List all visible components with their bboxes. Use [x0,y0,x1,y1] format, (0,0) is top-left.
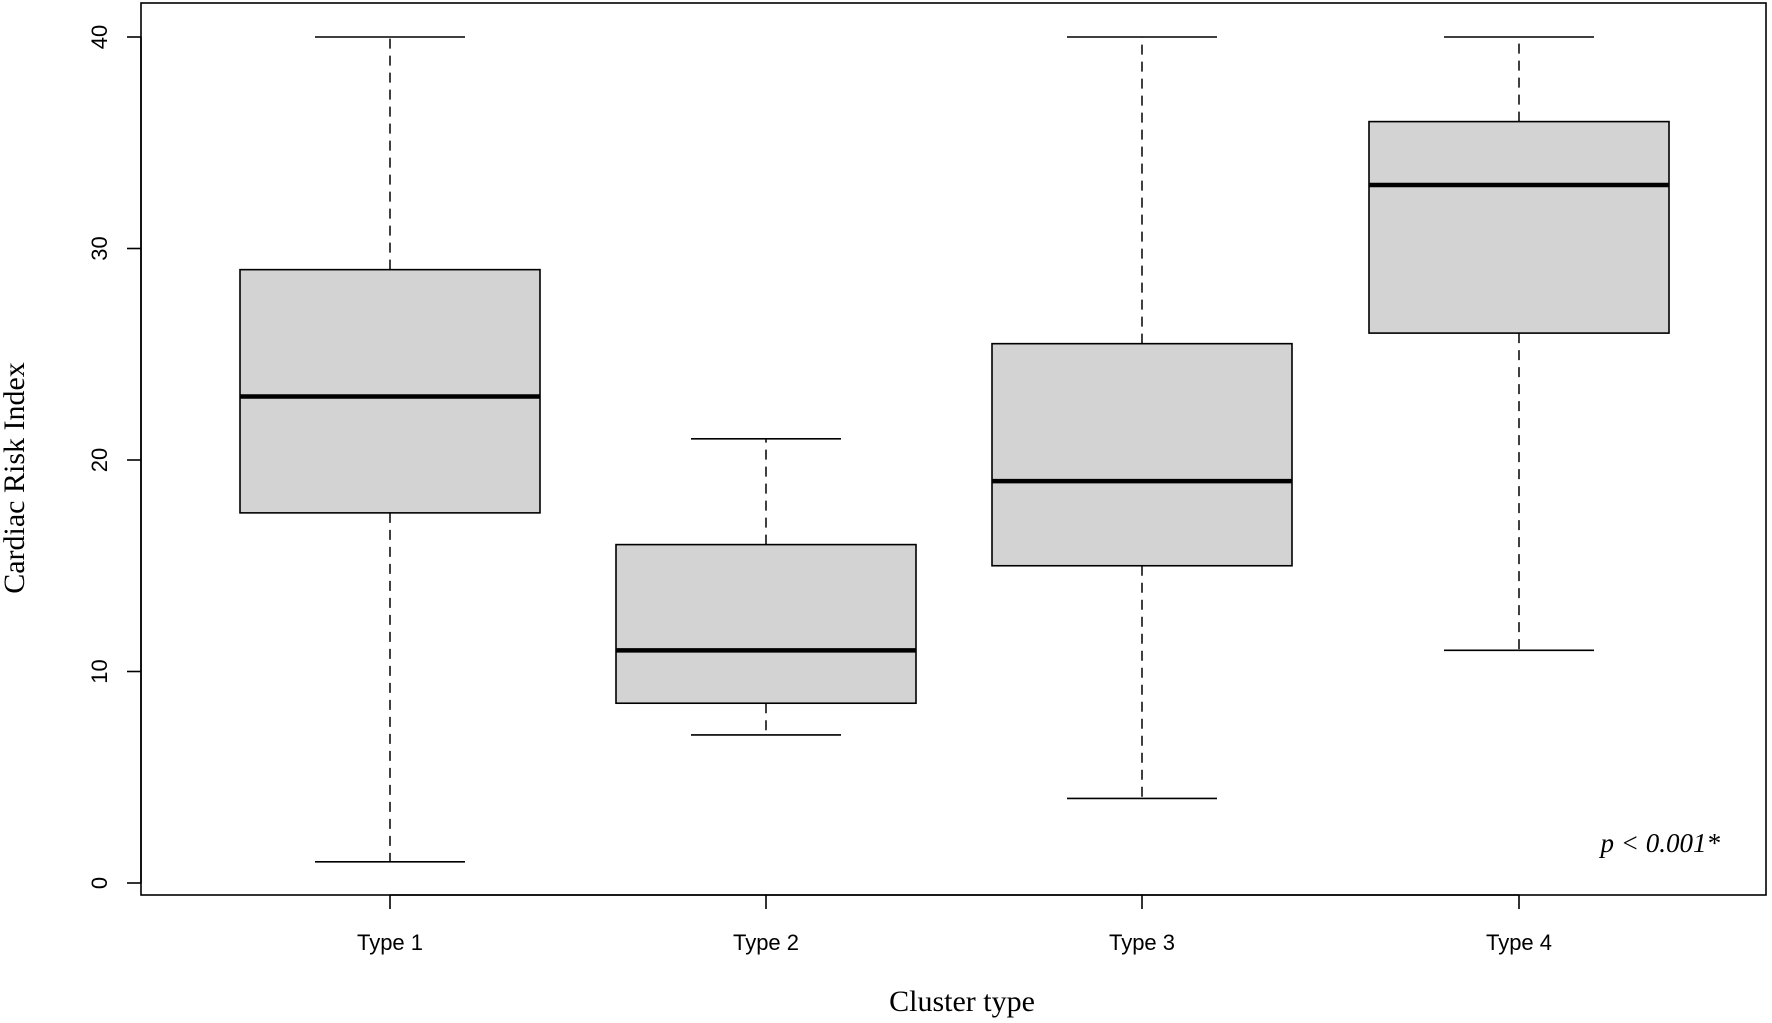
y-tick-label-20: 20 [87,448,112,472]
x-tick-label-2: Type 2 [733,930,799,955]
y-tick-label-0: 0 [87,877,112,889]
iqr-box [1368,120,1670,334]
y-tick-label-30: 30 [87,236,112,260]
box-1 [239,36,541,863]
x-axis: Type 1 Type 2 Type 3 Type 4 [357,894,1552,955]
boxes [239,36,1670,863]
x-axis-title: Cluster type [889,985,1035,1018]
p-value-annotation: p < 0.001* [1599,828,1721,858]
iqr-box [615,543,917,705]
x-tick-label-4: Type 4 [1486,930,1552,955]
x-tick-label-1: Type 1 [357,930,423,955]
y-axis: 0 10 20 30 40 [87,25,142,889]
iqr-box [239,268,541,514]
box-2 [615,438,917,736]
y-tick-label-40: 40 [87,25,112,49]
y-tick-label-10: 10 [87,659,112,683]
box-3 [991,36,1293,800]
iqr-box [991,342,1293,567]
x-tick-label-3: Type 3 [1109,930,1175,955]
y-axis-title: Cardiac Risk Index [0,362,31,594]
box-4 [1368,36,1670,652]
